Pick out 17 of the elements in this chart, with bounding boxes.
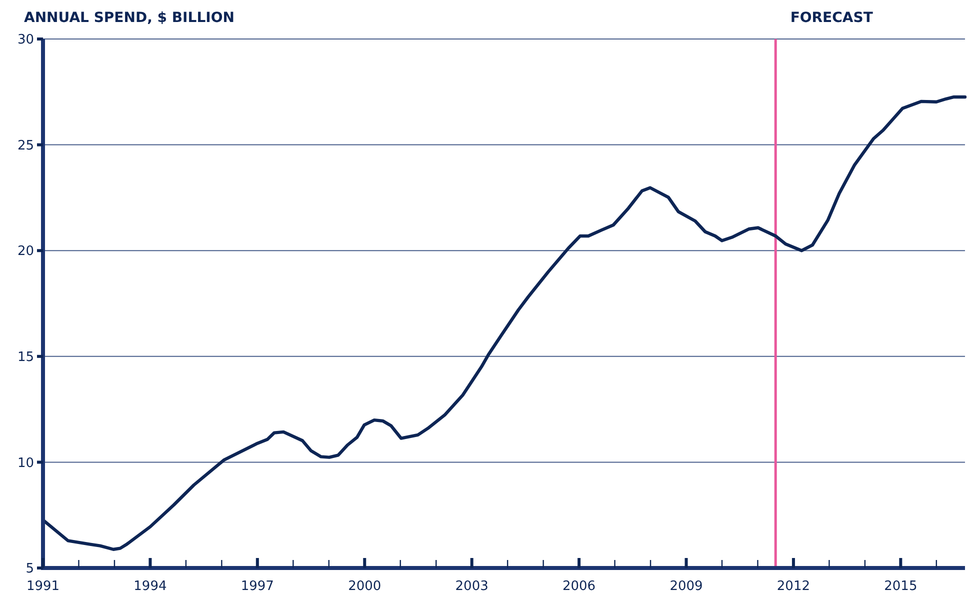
y-tick-label: 10: [17, 456, 34, 471]
y-tick-label: 15: [17, 350, 34, 365]
x-tick-label: 1994: [134, 579, 167, 594]
y-tick-label: 5: [26, 562, 34, 577]
y-tick-label: 25: [17, 138, 34, 154]
y-tick-label: 30: [17, 32, 34, 48]
y-tick-label: 20: [17, 244, 34, 260]
ref-line-label: FORECAST: [790, 10, 874, 26]
x-tick-label: 2012: [776, 579, 810, 594]
x-tick-label: 1991: [26, 579, 60, 594]
x-tick-label: 1997: [240, 579, 274, 594]
x-tick-label: 2006: [562, 579, 596, 594]
x-tick-label: 2009: [670, 579, 703, 594]
x-tick-label: 2003: [455, 579, 488, 594]
y-axis-title: ANNUAL SPEND, $ BILLION: [24, 10, 234, 26]
x-tick-label: 2000: [348, 579, 382, 594]
x-tick-label: 2015: [884, 579, 918, 594]
